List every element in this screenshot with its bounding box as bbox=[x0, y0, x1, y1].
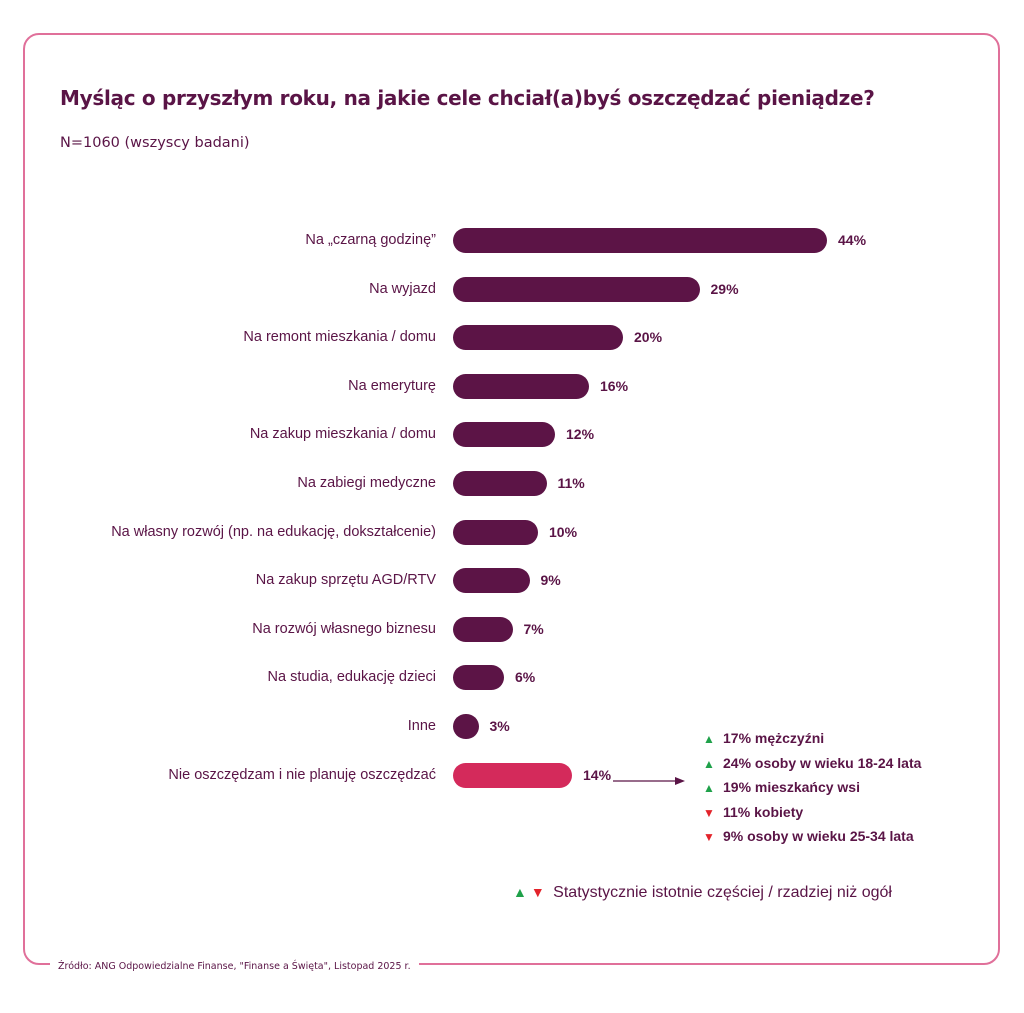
bar bbox=[453, 373, 589, 399]
annotation-text: 17% mężczyźni bbox=[723, 730, 825, 746]
bar bbox=[453, 568, 530, 594]
up-triangle-icon: ▲ bbox=[703, 756, 715, 771]
bar bbox=[453, 762, 572, 788]
category-label: Inne bbox=[407, 718, 436, 734]
bar bbox=[453, 665, 504, 691]
category-label: Na „czarną godzinę” bbox=[305, 232, 436, 248]
source-note-wrap: Źródło: ANG Odpowiedzialne Finanse, "Fin… bbox=[50, 958, 419, 974]
category-label: Na rozwój własnego biznesu bbox=[252, 620, 436, 637]
bar bbox=[453, 228, 827, 253]
category-label: Na remont mieszkania / domu bbox=[243, 329, 436, 346]
category-label: Na emeryturę bbox=[348, 377, 436, 394]
value-label: 10% bbox=[549, 523, 578, 540]
up-triangle-icon: ▲ bbox=[703, 732, 715, 746]
chart-title: Myśląc o przyszłym roku, na jakie cele c… bbox=[60, 86, 875, 110]
annotation-item: ▲ 17% mężczyźni bbox=[703, 727, 921, 752]
category-label: Nie oszczędzam i nie planuję oszczędzać bbox=[168, 766, 436, 783]
down-triangle-icon: ▼ bbox=[703, 805, 715, 820]
value-label: 44% bbox=[838, 232, 867, 248]
category-label: Na wyjazd bbox=[369, 280, 436, 297]
bar bbox=[453, 276, 700, 302]
annotation-list: ▲ 17% mężczyźni ▲ 24% osoby w wieku 18-24 l… bbox=[703, 727, 921, 850]
legend-text: Statystycznie istotnie częściej / rzadzi… bbox=[553, 884, 892, 901]
up-triangle-icon: ▲ bbox=[513, 884, 527, 900]
category-label: Na zakup mieszkania / domu bbox=[249, 426, 436, 443]
chart-frame bbox=[23, 33, 1000, 965]
annotation-arrow bbox=[613, 777, 685, 785]
value-label: 11% bbox=[557, 475, 585, 491]
category-label: Na studia, edukację dzieci bbox=[267, 669, 436, 686]
value-label: 29% bbox=[710, 280, 739, 297]
category-label: Na własny rozwój (np. na edukację, doksz… bbox=[111, 523, 436, 540]
down-triangle-icon: ▼ bbox=[703, 830, 715, 844]
annotation-text: 19% mieszkańcy wsi bbox=[723, 779, 860, 795]
annotation-item: ▼ 9% osoby w wieku 25-34 lata bbox=[703, 825, 921, 850]
annotation-item: ▲ 24% osoby w wieku 18-24 lata bbox=[703, 752, 921, 777]
bar bbox=[453, 325, 623, 351]
up-triangle-icon: ▲ bbox=[703, 781, 715, 795]
chart-subtitle: N=1060 (wszyscy badani) bbox=[60, 135, 250, 151]
annotation-text: 24% osoby w wieku 18-24 lata bbox=[723, 754, 922, 771]
bar bbox=[453, 422, 555, 448]
bar bbox=[453, 714, 479, 739]
value-label: 3% bbox=[489, 718, 510, 734]
significance-legend: ▲ ▼ Statystycznie istotnie częściej / rza… bbox=[513, 884, 892, 902]
category-label: Na zabiegi medyczne bbox=[297, 475, 436, 491]
annotation-item: ▼ 11% kobiety bbox=[703, 801, 921, 826]
value-label: 7% bbox=[523, 620, 544, 637]
annotation-text: 9% osoby w wieku 25-34 lata bbox=[723, 828, 914, 844]
down-triangle-icon: ▼ bbox=[530, 884, 545, 900]
source-note: Źródło: ANG Odpowiedzialne Finanse, "Fin… bbox=[58, 960, 411, 972]
bar bbox=[453, 519, 538, 545]
value-label: 9% bbox=[540, 572, 561, 589]
value-label: 12% bbox=[566, 426, 595, 443]
value-label: 14% bbox=[583, 766, 612, 783]
bar bbox=[453, 471, 547, 496]
annotation-item: ▲ 19% mieszkańcy wsi bbox=[703, 776, 921, 801]
annotation-text: 11% kobiety bbox=[723, 803, 804, 820]
value-label: 6% bbox=[515, 669, 536, 686]
value-label: 20% bbox=[634, 329, 663, 346]
value-label: 16% bbox=[600, 377, 629, 394]
bar bbox=[453, 616, 513, 642]
category-label: Na zakup sprzętu AGD/RTV bbox=[255, 572, 436, 589]
